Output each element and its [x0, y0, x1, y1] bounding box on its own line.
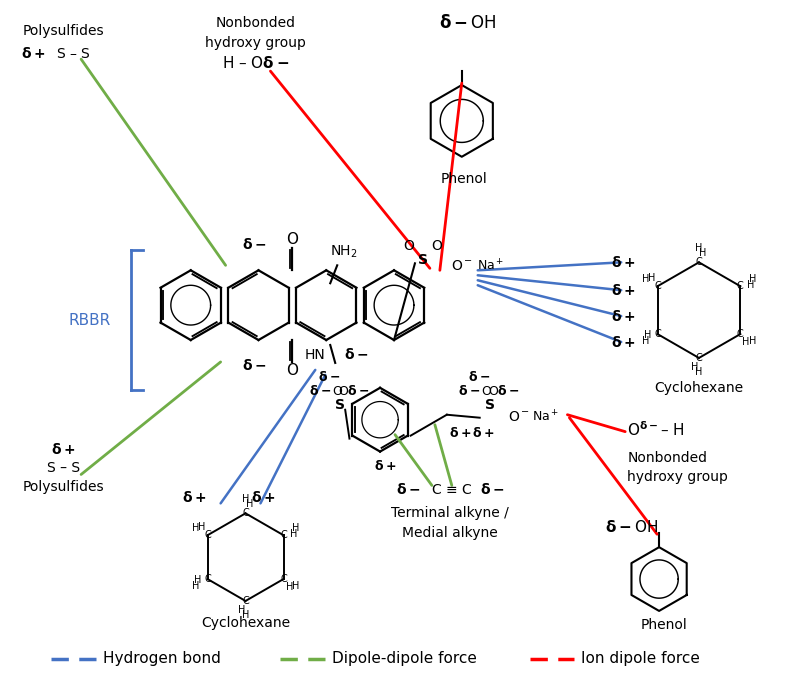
- Text: $\bf{\delta-}$: $\bf{\delta-}$: [242, 358, 267, 373]
- Text: H: H: [285, 582, 293, 593]
- Text: C: C: [737, 281, 744, 291]
- Text: O$\bf{\delta-}$: O$\bf{\delta-}$: [338, 384, 370, 398]
- Text: Nonbonded: Nonbonded: [627, 451, 707, 464]
- Text: H: H: [695, 243, 703, 254]
- Text: $\bf{\delta-}$: $\bf{\delta-}$: [344, 347, 368, 362]
- Text: $\bf{\delta-}$: $\bf{\delta-}$: [468, 370, 489, 384]
- Text: S: S: [336, 398, 345, 412]
- Text: $\bf{\delta+}$  S – S: $\bf{\delta+}$ S – S: [22, 45, 91, 61]
- Text: H: H: [194, 575, 202, 585]
- Text: $\bf{\delta-}$OH: $\bf{\delta-}$OH: [605, 520, 658, 535]
- Text: H: H: [192, 523, 199, 533]
- Text: H: H: [748, 336, 756, 346]
- Text: HN: HN: [304, 348, 325, 362]
- Text: hydroxy group: hydroxy group: [627, 471, 728, 484]
- Text: Phenol: Phenol: [641, 618, 688, 632]
- Text: Na$^+$: Na$^+$: [477, 258, 504, 274]
- Text: C: C: [654, 329, 661, 339]
- Text: S: S: [485, 398, 495, 412]
- Text: C: C: [280, 574, 287, 584]
- Text: H: H: [742, 337, 750, 347]
- Text: $\bf{\delta+}$: $\bf{\delta+}$: [611, 255, 635, 270]
- Text: H: H: [290, 529, 297, 539]
- Text: $\bf{\delta+}$: $\bf{\delta+}$: [472, 426, 494, 440]
- Text: $\bf{\delta+}$: $\bf{\delta+}$: [51, 442, 76, 457]
- Text: $\bf{\delta+}$: $\bf{\delta+}$: [182, 490, 206, 505]
- Text: Polysulfides: Polysulfides: [22, 24, 104, 39]
- Text: H: H: [241, 495, 249, 504]
- Text: Phenol: Phenol: [441, 172, 487, 185]
- Text: H: H: [700, 248, 707, 258]
- Text: O$^-$: O$^-$: [451, 259, 473, 274]
- Text: C: C: [696, 353, 702, 363]
- Text: Polysulfides: Polysulfides: [22, 480, 104, 495]
- Text: O$\bf{\delta-}$: O$\bf{\delta-}$: [488, 384, 520, 398]
- Text: Ion dipole force: Ion dipole force: [581, 651, 701, 666]
- Text: $\bf{\delta-}$O: $\bf{\delta-}$O: [458, 384, 493, 398]
- Text: C: C: [280, 531, 287, 540]
- Text: S – S: S – S: [46, 460, 80, 475]
- Text: Na$^+$: Na$^+$: [532, 409, 559, 424]
- Text: RBBR: RBBR: [69, 313, 111, 327]
- Text: $\bf{\delta+}$: $\bf{\delta+}$: [611, 335, 635, 349]
- Text: H: H: [748, 274, 756, 285]
- Text: H: H: [241, 610, 249, 620]
- Text: $\bf{\delta+}$: $\bf{\delta+}$: [449, 426, 471, 440]
- Text: H: H: [292, 523, 300, 533]
- Text: C: C: [654, 281, 661, 291]
- Text: H: H: [747, 280, 754, 290]
- Text: O$\bf{^{\delta-}}$– H: O$\bf{^{\delta-}}$– H: [627, 420, 685, 439]
- Text: O: O: [286, 232, 298, 247]
- Text: Terminal alkyne /: Terminal alkyne /: [391, 506, 508, 520]
- Text: hydroxy group: hydroxy group: [205, 37, 306, 50]
- Text: H: H: [198, 522, 206, 532]
- Text: C: C: [204, 531, 211, 540]
- Text: $\bf{\delta+}$: $\bf{\delta+}$: [611, 282, 635, 298]
- Text: H: H: [292, 581, 300, 591]
- Text: NH$_2$: NH$_2$: [330, 243, 358, 260]
- Text: $\bf{\delta-}$O: $\bf{\delta-}$O: [308, 384, 344, 398]
- Text: Dipole-dipole force: Dipole-dipole force: [332, 651, 477, 666]
- Text: $\bf{\delta-}$OH: $\bf{\delta-}$OH: [439, 14, 497, 32]
- Text: C: C: [204, 574, 211, 584]
- Text: O: O: [403, 239, 414, 254]
- Text: H: H: [246, 500, 253, 509]
- Text: S: S: [418, 254, 428, 267]
- Text: C: C: [242, 508, 249, 518]
- Text: Cyclohexane: Cyclohexane: [654, 381, 744, 395]
- Text: $\bf{\delta-}$: $\bf{\delta-}$: [318, 370, 340, 384]
- Text: C: C: [696, 257, 702, 267]
- Text: O: O: [286, 363, 298, 378]
- Text: Hydrogen bond: Hydrogen bond: [103, 651, 221, 666]
- Text: Medial alkyne: Medial alkyne: [402, 526, 497, 540]
- Text: $\bf{\delta+}$: $\bf{\delta+}$: [251, 490, 276, 505]
- Text: H: H: [648, 273, 655, 283]
- Text: H: H: [691, 362, 698, 372]
- Text: $\bf{\delta+}$: $\bf{\delta+}$: [611, 309, 635, 324]
- Text: H: H: [695, 367, 703, 377]
- Text: H: H: [192, 581, 199, 591]
- Text: O$^-$: O$^-$: [508, 410, 530, 424]
- Text: C: C: [737, 329, 744, 339]
- Text: H – O$\bf{\delta-}$: H – O$\bf{\delta-}$: [222, 55, 289, 71]
- Text: H: H: [642, 274, 649, 285]
- Text: $\bf{\delta-}$  C ≡ C  $\bf{\delta-}$: $\bf{\delta-}$ C ≡ C $\bf{\delta-}$: [395, 482, 504, 497]
- Text: H: H: [238, 605, 245, 615]
- Text: O: O: [431, 239, 442, 254]
- Text: $\bf{\delta+}$: $\bf{\delta+}$: [374, 458, 396, 473]
- Text: $\bf{\delta-}$: $\bf{\delta-}$: [242, 237, 267, 252]
- Text: Nonbonded: Nonbonded: [215, 17, 296, 30]
- Text: Cyclohexane: Cyclohexane: [201, 616, 290, 630]
- Text: C: C: [242, 596, 249, 606]
- Text: H: H: [644, 330, 651, 340]
- Text: H: H: [642, 336, 649, 346]
